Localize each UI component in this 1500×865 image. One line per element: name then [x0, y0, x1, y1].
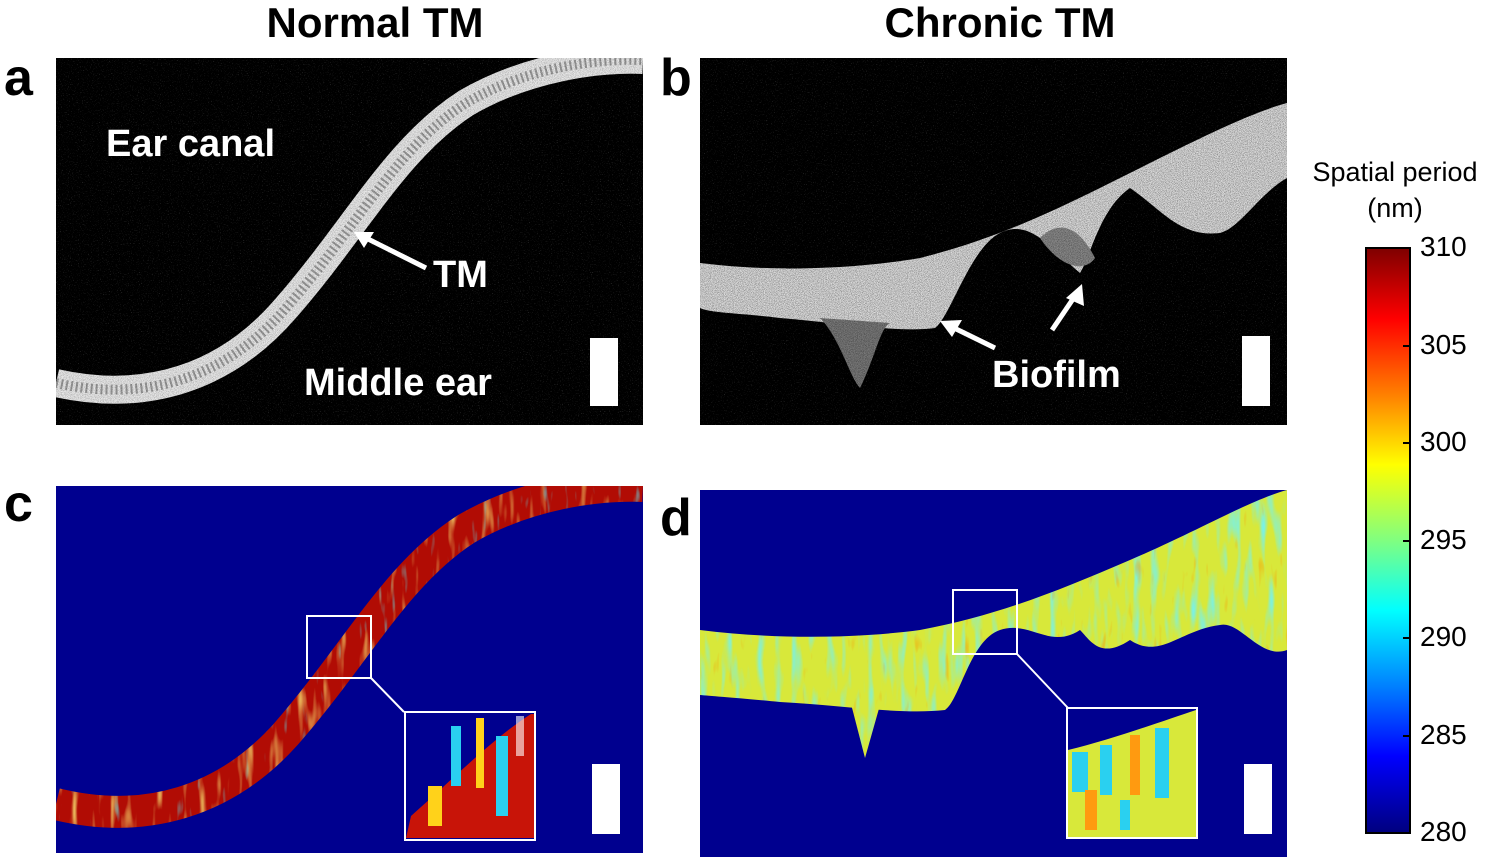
panel-letter-a: a: [4, 49, 33, 107]
spatial-period-map-chronic: [700, 490, 1287, 857]
colorbar-tick-label: 290: [1420, 621, 1467, 652]
colorbar-tick-mark: [1403, 539, 1411, 542]
scale-bar: [1242, 336, 1270, 406]
label-middle-ear: Middle ear: [304, 362, 492, 404]
colorbar-title-line1: Spatial period: [1312, 157, 1478, 187]
label-biofilm: Biofilm: [992, 354, 1121, 396]
label-ear-canal: Ear canal: [106, 123, 275, 165]
colorbar-tick-mark: [1403, 734, 1411, 737]
colorbar-title-line2: (nm): [1367, 193, 1423, 223]
spatial-period-map-normal: [56, 486, 643, 853]
inset-zoom: [404, 711, 536, 841]
column-title-normal: Normal TM: [266, 0, 484, 46]
colorbar-tick-label: 305: [1420, 328, 1467, 360]
oct-image-chronic-tm: Biofilm: [700, 58, 1287, 425]
biofilm-arrows: [940, 284, 1084, 351]
colorbar-tick-mark: [1403, 247, 1411, 249]
colorbar-tick-mark: [1403, 442, 1411, 444]
colorbar-tick-label: 280: [1420, 816, 1467, 847]
scale-bar: [1244, 764, 1272, 834]
colorbar-tick-mark: [1403, 637, 1411, 639]
inset-zoom: [1066, 707, 1198, 839]
panel-letter-d: d: [660, 489, 692, 547]
scale-bar: [590, 338, 618, 406]
tm-spatial-period-band: [56, 486, 643, 853]
colorbar-tick-label: 310: [1420, 231, 1467, 262]
panel-letter-b: b: [660, 49, 692, 107]
map-normal-graphic: [56, 486, 643, 853]
colorbar-tick-label: 285: [1420, 718, 1467, 750]
scale-bar: [592, 764, 620, 834]
inset-region-box: [306, 615, 372, 679]
inset-region-box: [952, 589, 1018, 655]
chronic-spatial-period-band: [700, 490, 1287, 857]
colorbar-tick-mark: [1403, 832, 1411, 834]
colorbar-title: Spatial period (nm): [1290, 154, 1500, 226]
oct-image-normal-tm: Ear canal TM Middle ear: [56, 58, 643, 425]
panel-letter-c: c: [4, 475, 33, 533]
colorbar-tick-label: 300: [1420, 426, 1467, 457]
colorbar-tick-mark: [1403, 344, 1411, 347]
column-title-chronic: Chronic TM: [884, 0, 1116, 46]
map-chronic-graphic: [700, 490, 1287, 857]
tm-arrow: [354, 232, 428, 271]
label-tm: TM: [433, 254, 488, 296]
oct-normal-graphic: [56, 58, 643, 425]
oct-chronic-graphic: [700, 58, 1287, 425]
colorbar-tick-label: 295: [1420, 523, 1467, 555]
